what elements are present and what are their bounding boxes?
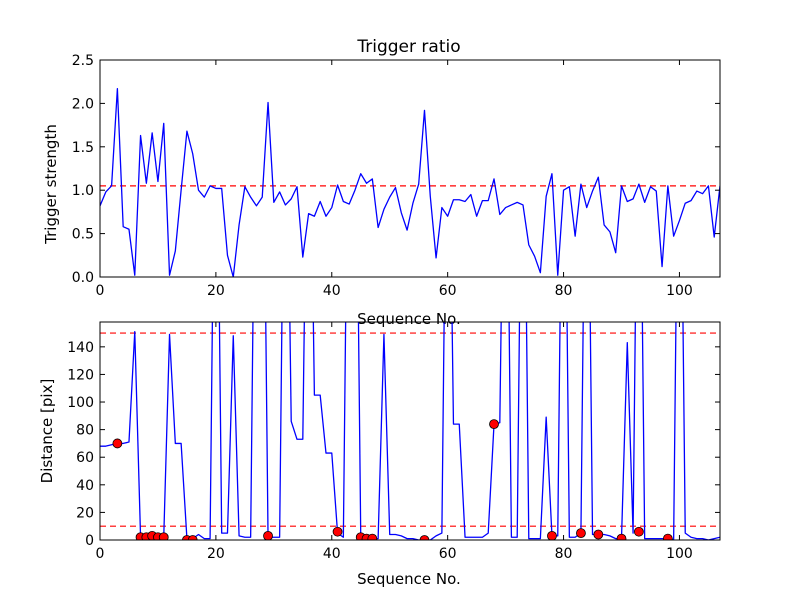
y-tick-label: 1.5 bbox=[72, 140, 94, 156]
data-point-marker bbox=[332, 526, 343, 537]
y-tick-label: 20 bbox=[76, 505, 94, 521]
data-point-marker bbox=[489, 419, 499, 430]
data-point-marker bbox=[112, 438, 123, 449]
y-tick-label: 60 bbox=[76, 450, 94, 466]
y-tick-label: 140 bbox=[67, 340, 94, 356]
x-tick-label: 80 bbox=[555, 283, 573, 299]
y-tick-label: 0.0 bbox=[72, 270, 94, 286]
data-point-marker bbox=[633, 526, 644, 537]
data-point-marker bbox=[187, 535, 198, 540]
y-tick-label: 0.5 bbox=[72, 227, 94, 243]
x-axis-label: Sequence No. bbox=[357, 570, 461, 588]
x-tick-label: 100 bbox=[666, 283, 693, 299]
x-tick-label: 100 bbox=[666, 546, 693, 562]
x-tick-label: 60 bbox=[439, 546, 457, 562]
data-point-marker bbox=[616, 533, 627, 540]
data-point-marker bbox=[367, 533, 378, 540]
data-point-marker bbox=[662, 533, 673, 540]
data-point-marker bbox=[419, 535, 430, 540]
y-tick-label: 2.5 bbox=[72, 53, 94, 69]
y-tick-label: 100 bbox=[67, 395, 94, 411]
y-axis-label: Trigger strength bbox=[42, 124, 60, 245]
x-tick-label: 80 bbox=[555, 546, 573, 562]
y-tick-label: 80 bbox=[76, 423, 94, 439]
data-point-marker bbox=[158, 532, 169, 540]
y-tick-label: 40 bbox=[76, 478, 94, 494]
y-tick-label: 0 bbox=[85, 533, 94, 549]
x-tick-label: 20 bbox=[207, 546, 225, 562]
plot-frame bbox=[99, 59, 721, 278]
x-tick-label: 20 bbox=[207, 283, 225, 299]
y-tick-label: 120 bbox=[67, 367, 94, 383]
x-axis-label: Sequence No. bbox=[357, 310, 461, 328]
x-tick-label: 40 bbox=[323, 283, 341, 299]
y-tick-label: 1.0 bbox=[72, 183, 94, 199]
x-tick-label: 0 bbox=[96, 546, 105, 562]
series-line bbox=[100, 87, 720, 277]
data-point-marker bbox=[576, 528, 586, 539]
x-tick-label: 0 bbox=[96, 283, 105, 299]
trigger-ratio-panel: Trigger ratio 0 20 40 60 80 100 0.0 0.5 1.0 1.5 2.… bbox=[42, 37, 721, 328]
data-point-marker bbox=[263, 530, 273, 540]
plot-frame bbox=[99, 321, 721, 541]
data-point-marker bbox=[593, 529, 604, 540]
y-axis-label: Distance [pix] bbox=[38, 379, 56, 484]
chart-title: Trigger ratio bbox=[356, 37, 460, 57]
x-tick-label: 40 bbox=[323, 546, 341, 562]
x-tick-label: 60 bbox=[439, 283, 457, 299]
data-point-marker bbox=[547, 530, 557, 540]
y-tick-label: 2.0 bbox=[72, 96, 94, 112]
distance-panel: 0 20 40 60 80 100 0 20 40 60 80 100 120 140 Sequence … bbox=[38, 321, 721, 588]
